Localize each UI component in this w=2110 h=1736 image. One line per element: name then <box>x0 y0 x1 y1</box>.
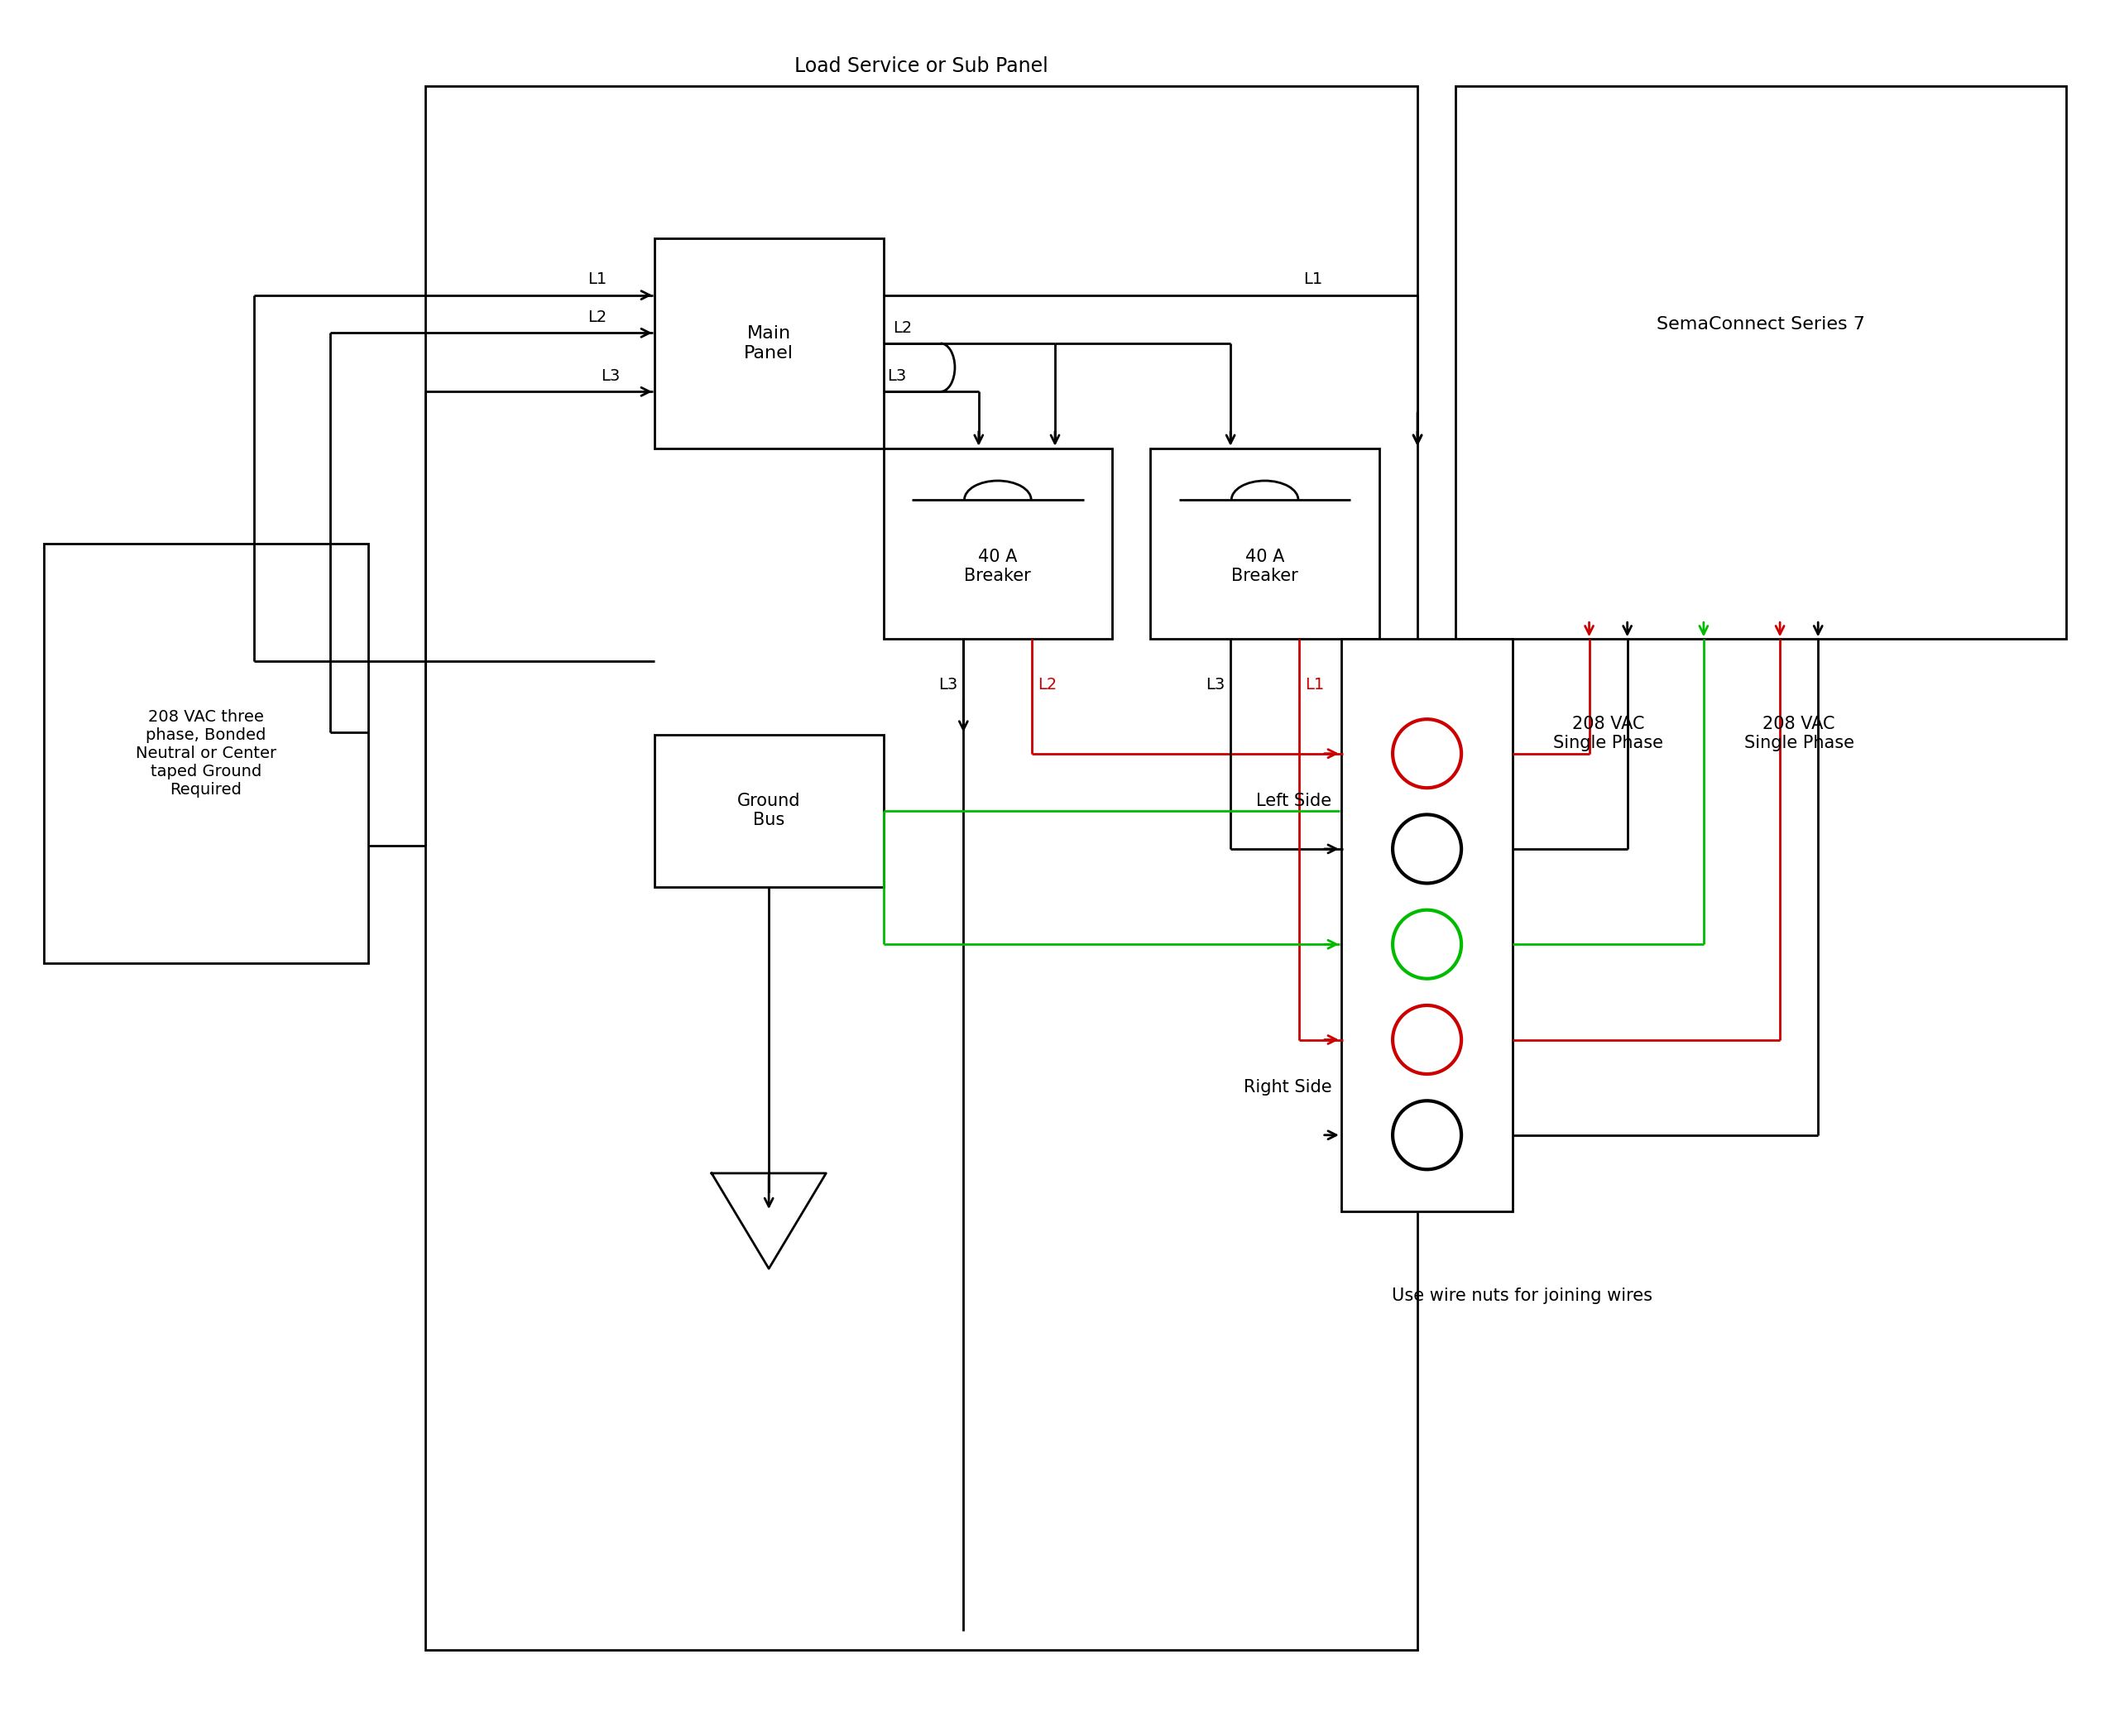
Bar <box>654 238 884 448</box>
Circle shape <box>1393 1101 1462 1170</box>
Text: L1: L1 <box>1304 273 1323 288</box>
Text: 208 VAC three
phase, Bonded
Neutral or Center
taped Ground
Required: 208 VAC three phase, Bonded Neutral or C… <box>135 710 276 799</box>
Text: L3: L3 <box>601 368 620 384</box>
Text: L2: L2 <box>587 309 608 325</box>
Bar <box>1456 85 2066 639</box>
Bar <box>884 448 1112 639</box>
Text: Use wire nuts for joining wires: Use wire nuts for joining wires <box>1393 1288 1652 1304</box>
Text: 40 A
Breaker: 40 A Breaker <box>1232 549 1298 585</box>
Bar <box>654 734 884 887</box>
Text: L3: L3 <box>886 368 907 384</box>
Text: L2: L2 <box>1038 677 1057 693</box>
Text: 208 VAC
Single Phase: 208 VAC Single Phase <box>1553 715 1663 752</box>
Text: L3: L3 <box>1205 677 1224 693</box>
Text: Load Service or Sub Panel: Load Service or Sub Panel <box>795 57 1049 76</box>
Text: SemaConnect Series 7: SemaConnect Series 7 <box>1656 316 1865 333</box>
Text: 208 VAC
Single Phase: 208 VAC Single Phase <box>1745 715 1855 752</box>
Circle shape <box>1393 814 1462 884</box>
Text: L3: L3 <box>939 677 958 693</box>
Text: Main
Panel: Main Panel <box>745 325 793 361</box>
Text: L1: L1 <box>1304 677 1325 693</box>
Text: 40 A
Breaker: 40 A Breaker <box>964 549 1032 585</box>
Circle shape <box>1393 1005 1462 1075</box>
Bar <box>1150 448 1380 639</box>
Text: Right Side: Right Side <box>1243 1080 1331 1095</box>
Bar <box>426 85 1418 1651</box>
Text: Ground
Bus: Ground Bus <box>736 793 800 828</box>
Circle shape <box>1393 719 1462 788</box>
Text: L2: L2 <box>893 319 912 335</box>
Circle shape <box>1393 910 1462 979</box>
Bar <box>44 543 369 963</box>
Bar <box>1342 639 1513 1212</box>
Text: L1: L1 <box>587 273 608 288</box>
Text: Left Side: Left Side <box>1255 793 1331 809</box>
